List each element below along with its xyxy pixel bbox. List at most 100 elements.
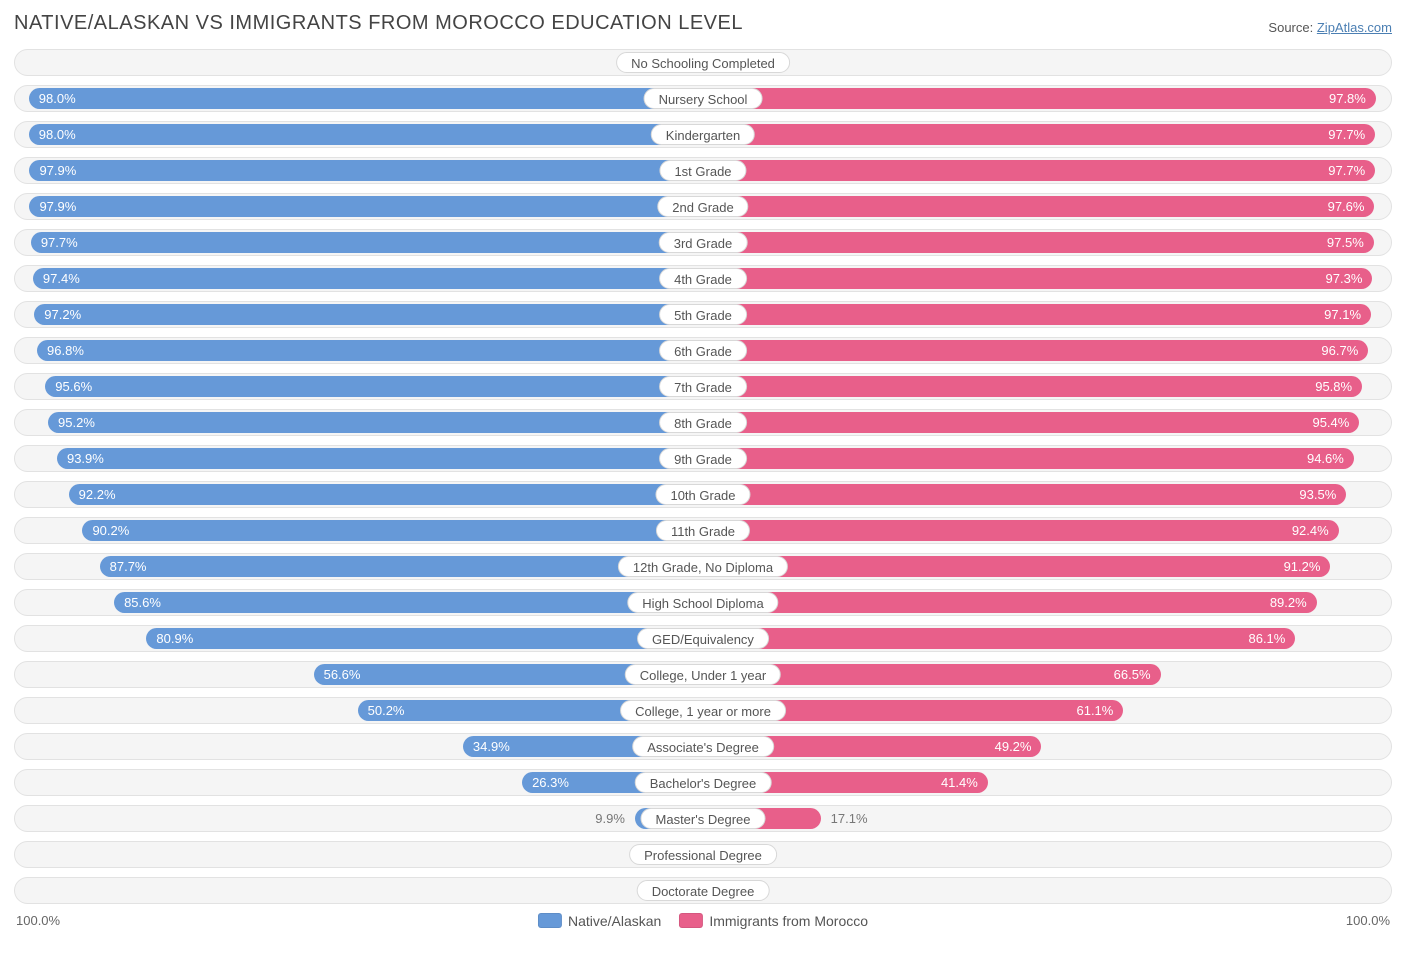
bar-row: 56.6%66.5%College, Under 1 year — [14, 661, 1392, 688]
bar-row: 97.7%97.5%3rd Grade — [14, 229, 1392, 256]
value-right: 49.2% — [985, 734, 1042, 759]
category-label: Associate's Degree — [632, 736, 774, 757]
category-label: Nursery School — [644, 88, 763, 109]
legend-label-right: Immigrants from Morocco — [709, 913, 868, 929]
bar-left — [114, 592, 703, 613]
category-label: 2nd Grade — [657, 196, 748, 217]
category-label: 3rd Grade — [659, 232, 748, 253]
category-label: 12th Grade, No Diploma — [618, 556, 788, 577]
chart-header: NATIVE/ALASKAN VS IMMIGRANTS FROM MOROCC… — [14, 12, 1392, 35]
legend-label-left: Native/Alaskan — [568, 913, 661, 929]
bar-left — [146, 628, 703, 649]
category-label: Master's Degree — [641, 808, 766, 829]
value-right: 94.6% — [1297, 446, 1354, 471]
bar-row: 97.9%97.6%2nd Grade — [14, 193, 1392, 220]
category-label: Professional Degree — [629, 844, 777, 865]
bar-row: 97.9%97.7%1st Grade — [14, 157, 1392, 184]
legend-item-right: Immigrants from Morocco — [679, 913, 868, 929]
category-label: GED/Equivalency — [637, 628, 769, 649]
bar-right — [703, 340, 1368, 361]
value-right: 97.3% — [1316, 266, 1373, 291]
bar-left — [29, 196, 703, 217]
bar-left — [82, 520, 703, 541]
bar-row: 95.6%95.8%7th Grade — [14, 373, 1392, 400]
value-left: 97.4% — [33, 266, 90, 291]
value-left: 95.6% — [45, 374, 102, 399]
bar-row: 80.9%86.1%GED/Equivalency — [14, 625, 1392, 652]
value-left: 56.6% — [314, 662, 371, 687]
category-label: High School Diploma — [627, 592, 778, 613]
bar-row: 2.2%2.3%No Schooling Completed — [14, 49, 1392, 76]
value-left: 50.2% — [358, 698, 415, 723]
bar-row: 98.0%97.7%Kindergarten — [14, 121, 1392, 148]
bar-right — [703, 448, 1354, 469]
chart-footer: 100.0% Native/Alaskan Immigrants from Mo… — [14, 913, 1392, 939]
bar-row: 90.2%92.4%11th Grade — [14, 517, 1392, 544]
bar-right — [703, 592, 1317, 613]
value-right: 95.8% — [1305, 374, 1362, 399]
bar-left — [29, 160, 703, 181]
value-left: 95.2% — [48, 410, 105, 435]
value-left: 90.2% — [82, 518, 139, 543]
category-label: No Schooling Completed — [616, 52, 790, 73]
value-right: 61.1% — [1066, 698, 1123, 723]
bar-right — [703, 196, 1374, 217]
category-label: 8th Grade — [659, 412, 747, 433]
bar-left — [45, 376, 703, 397]
diverging-bar-chart: 2.2%2.3%No Schooling Completed98.0%97.8%… — [14, 49, 1392, 904]
category-label: 6th Grade — [659, 340, 747, 361]
bar-row: 92.2%93.5%10th Grade — [14, 481, 1392, 508]
bar-row: 95.2%95.4%8th Grade — [14, 409, 1392, 436]
source-link[interactable]: ZipAtlas.com — [1317, 20, 1392, 35]
value-left: 97.2% — [34, 302, 91, 327]
value-left: 93.9% — [57, 446, 114, 471]
value-left: 97.9% — [29, 158, 86, 183]
value-right: 97.7% — [1318, 158, 1375, 183]
bar-row: 34.9%49.2%Associate's Degree — [14, 733, 1392, 760]
value-left: 87.7% — [100, 554, 157, 579]
bar-right — [703, 232, 1374, 253]
axis-right-max: 100.0% — [1346, 913, 1390, 928]
axis-left-max: 100.0% — [16, 913, 60, 928]
chart-title: NATIVE/ALASKAN VS IMMIGRANTS FROM MOROCC… — [14, 12, 743, 35]
bar-right — [703, 304, 1371, 325]
bar-row: 9.9% 17.1% Master's Degree — [14, 805, 1392, 832]
value-left: 26.3% — [522, 770, 579, 795]
category-label: Doctorate Degree — [637, 880, 770, 901]
value-right: 17.1% — [821, 806, 878, 831]
category-label: 10th Grade — [655, 484, 750, 505]
bar-right — [703, 412, 1359, 433]
category-label: Kindergarten — [651, 124, 755, 145]
value-right: 66.5% — [1104, 662, 1161, 687]
value-left: 9.9% — [585, 806, 635, 831]
category-label: Bachelor's Degree — [635, 772, 772, 793]
bar-row: 96.8%96.7%6th Grade — [14, 337, 1392, 364]
value-left: 98.0% — [29, 86, 86, 111]
value-left: 80.9% — [146, 626, 203, 651]
bar-left — [69, 484, 703, 505]
bar-left — [48, 412, 703, 433]
bar-right — [703, 520, 1339, 541]
value-right: 93.5% — [1289, 482, 1346, 507]
value-right: 97.7% — [1318, 122, 1375, 147]
value-right: 89.2% — [1260, 590, 1317, 615]
bar-right — [703, 376, 1362, 397]
source-label: Source: — [1268, 20, 1313, 35]
bar-left — [34, 304, 703, 325]
bar-row: 1.3%2.0%Doctorate Degree — [14, 877, 1392, 904]
value-left: 85.6% — [114, 590, 171, 615]
bar-row: 26.3% 41.4% Bachelor's Degree — [14, 769, 1392, 796]
bar-left — [37, 340, 703, 361]
value-right: 97.1% — [1314, 302, 1371, 327]
value-left: 97.9% — [29, 194, 86, 219]
bar-row: 97.4%97.3%4th Grade — [14, 265, 1392, 292]
value-right: 97.5% — [1317, 230, 1374, 255]
legend-swatch-left — [538, 913, 562, 928]
legend-item-left: Native/Alaskan — [538, 913, 661, 929]
bar-right — [703, 484, 1346, 505]
bar-row: 93.9%94.6%9th Grade — [14, 445, 1392, 472]
category-label: 11th Grade — [656, 520, 750, 541]
legend: Native/Alaskan Immigrants from Morocco — [538, 913, 868, 929]
value-right: 41.4% — [931, 770, 988, 795]
source-credit: Source: ZipAtlas.com — [1268, 20, 1392, 35]
